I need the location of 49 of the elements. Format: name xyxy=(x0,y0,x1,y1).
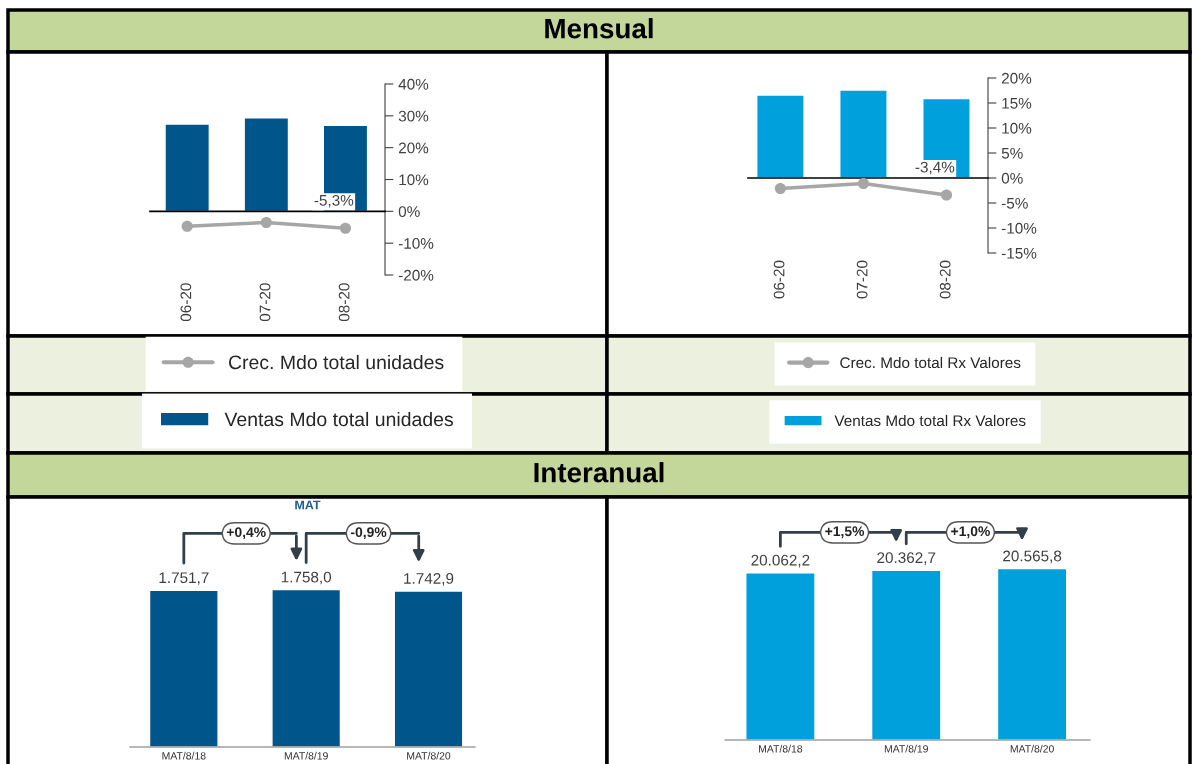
y-tick-label: 15% xyxy=(1002,97,1032,109)
x-tick-label: MAT/8/20 xyxy=(1010,744,1054,753)
y-tick-label: 10% xyxy=(1002,122,1032,134)
x-tick-label: 07-20 xyxy=(856,260,868,299)
y-tick-label: -20% xyxy=(398,269,434,281)
y-tick-label: -5% xyxy=(1001,197,1028,209)
point xyxy=(774,182,786,195)
y-tick-label: 40% xyxy=(398,78,429,90)
x-tick-label: 08-20 xyxy=(338,283,350,322)
y-tick-label: -15% xyxy=(1001,247,1037,259)
text: +1,0% xyxy=(951,526,990,539)
data-label: -3,4% xyxy=(915,161,955,175)
y-tick-label: 30% xyxy=(398,110,429,122)
y-tick-label: -10% xyxy=(398,238,434,249)
x-tick-label: MAT/8/19 xyxy=(284,751,328,760)
x-tick-label: 06-20 xyxy=(180,283,192,322)
text: Interanual xyxy=(534,462,664,483)
y-tick-label: 0% xyxy=(398,206,420,218)
x-tick-label: 07-20 xyxy=(259,283,271,322)
y-tick-label: -10% xyxy=(1001,222,1037,234)
x-tick-label: MAT/8/19 xyxy=(884,744,928,753)
y-tick-label: 20% xyxy=(1001,72,1032,84)
x-tick-label: 06-20 xyxy=(773,260,785,299)
text: Mensual xyxy=(545,18,653,39)
data-label: 20.062,2 xyxy=(751,554,810,568)
y-tick-label: 0% xyxy=(1001,172,1023,184)
x-tick-label: MAT/8/20 xyxy=(407,751,451,760)
data-label: 20.565,8 xyxy=(1003,550,1062,564)
point xyxy=(940,189,953,201)
data-label: 1.758,0 xyxy=(281,571,332,585)
text: +0,4% xyxy=(226,527,266,540)
x-tick-label: MAT/8/18 xyxy=(759,744,803,753)
data-label: -5,3% xyxy=(314,194,354,208)
y-tick-label: 5% xyxy=(1001,147,1023,159)
legend-label: Ventas Mdo total unidades xyxy=(224,411,453,427)
legend-label: Crec. Mdo total unidades xyxy=(228,354,444,370)
chart-title: MAT xyxy=(295,500,321,510)
point xyxy=(857,177,869,190)
data-label: 1.751,7 xyxy=(159,572,209,585)
legend-label: Ventas Mdo total Rx Valores xyxy=(834,414,1026,427)
legend-label: Crec. Mdo total Rx Valores xyxy=(840,356,1021,369)
text: -0,9% xyxy=(350,527,387,540)
y-tick-label: 10% xyxy=(399,174,429,186)
x-tick-label: MAT/8/18 xyxy=(162,751,206,760)
text: +1,5% xyxy=(825,526,865,539)
y-tick-label: 20% xyxy=(398,142,429,154)
x-tick-label: 08-20 xyxy=(939,260,951,299)
data-label: 1.742,9 xyxy=(404,573,454,586)
data-label: 20.362,7 xyxy=(877,552,936,565)
